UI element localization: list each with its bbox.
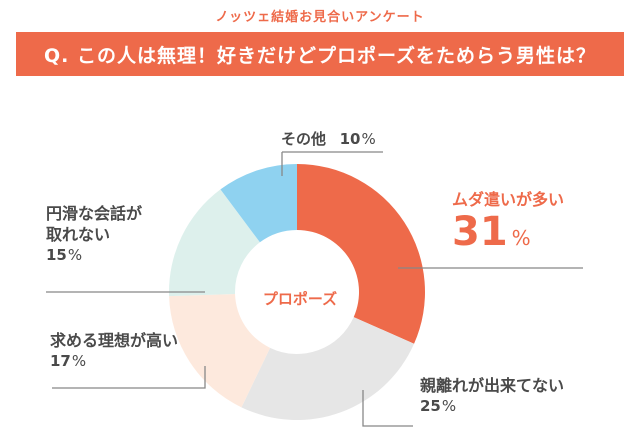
label-wasteful-unit: % [511,226,531,250]
label-conversation-value: 15 [46,246,67,264]
label-other: その他 10% [281,128,376,149]
label-parents: 親離れが出来てない 25% [420,375,564,417]
label-parents-value: 25 [420,397,441,415]
leader-ideals [52,366,206,389]
leader-other [281,151,383,176]
chart-center-label: プロポーズ [262,290,338,308]
label-ideals-unit: % [71,352,87,370]
label-other-name: その他 [281,130,327,148]
slice-ideals [169,293,271,408]
question-text: Q. この人は無理！好きだけどプロポーズをためらう男性は？ [43,44,597,67]
slice-other [220,164,297,243]
label-ideals-name: 求める理想が高い [50,331,179,350]
label-other-value: 10 [339,130,361,148]
label-ideals-value: 17 [50,352,71,370]
label-conversation: 円滑な会話が 取れない 15% [46,203,142,266]
label-ideals: 求める理想が高い 17% [50,330,178,372]
slice-conversation [169,189,260,297]
label-wasteful-name: ムダ遣いが多い [452,190,565,209]
slice-wasteful [297,164,425,344]
label-parents-name: 親離れが出来てない [420,376,565,395]
label-wasteful-value: 31 [452,209,508,255]
label-other-unit: % [361,130,376,148]
label-conversation-unit: % [67,246,83,264]
survey-title: ノッツェ結婚お見合いアンケート [215,10,425,25]
question-banner: Q. この人は無理！好きだけどプロポーズをためらう男性は？ [16,32,624,76]
label-parents-unit: % [441,397,457,415]
label-wasteful: ムダ遣いが多い 31% [452,186,564,254]
leader-parents [362,390,413,427]
slice-parents [241,317,415,420]
label-conversation-name-line2: 取れない [46,225,111,244]
label-conversation-name-line1: 円滑な会話が [46,204,143,223]
